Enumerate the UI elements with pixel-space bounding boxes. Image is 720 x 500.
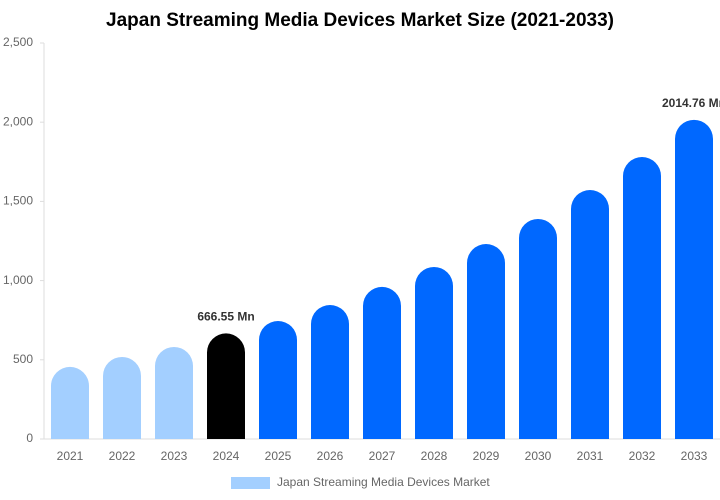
x-tick-label: 2028 [421, 449, 448, 463]
data-label: 2014.76 Mn [662, 96, 720, 110]
bar [103, 356, 141, 439]
bar [311, 304, 349, 439]
y-tick-label: 1,500 [3, 194, 33, 208]
y-tick-label: 2,000 [3, 114, 33, 128]
x-tick-label: 2024 [213, 449, 240, 463]
bar [363, 286, 401, 439]
bar [467, 244, 505, 439]
legend-swatch [231, 477, 270, 489]
y-tick-label: 500 [13, 352, 33, 366]
x-tick-label: 2030 [525, 449, 552, 463]
y-tick-label: 0 [26, 431, 33, 445]
x-tick-label: 2021 [57, 449, 84, 463]
x-tick-label: 2026 [317, 449, 344, 463]
bar [155, 346, 193, 439]
x-tick-label: 2032 [629, 449, 656, 463]
y-tick-label: 1,000 [3, 273, 33, 287]
y-tick-label: 2,500 [3, 35, 33, 49]
legend-label: Japan Streaming Media Devices Market [277, 475, 490, 489]
x-tick-label: 2025 [265, 449, 292, 463]
data-label: 666.55 Mn [197, 310, 254, 324]
x-tick-label: 2022 [109, 449, 136, 463]
bar [623, 157, 661, 439]
x-tick-label: 2033 [681, 449, 708, 463]
bar [415, 266, 453, 439]
x-tick-label: 2023 [161, 449, 188, 463]
bar [519, 218, 557, 439]
bar [51, 366, 89, 439]
chart-title: Japan Streaming Media Devices Market Siz… [106, 10, 614, 31]
bar [207, 333, 245, 439]
bar [571, 189, 609, 439]
x-tick-label: 2029 [473, 449, 500, 463]
x-tick-label: 2031 [577, 449, 604, 463]
x-tick-label: 2027 [369, 449, 396, 463]
bar [259, 320, 297, 439]
bar [675, 119, 713, 440]
